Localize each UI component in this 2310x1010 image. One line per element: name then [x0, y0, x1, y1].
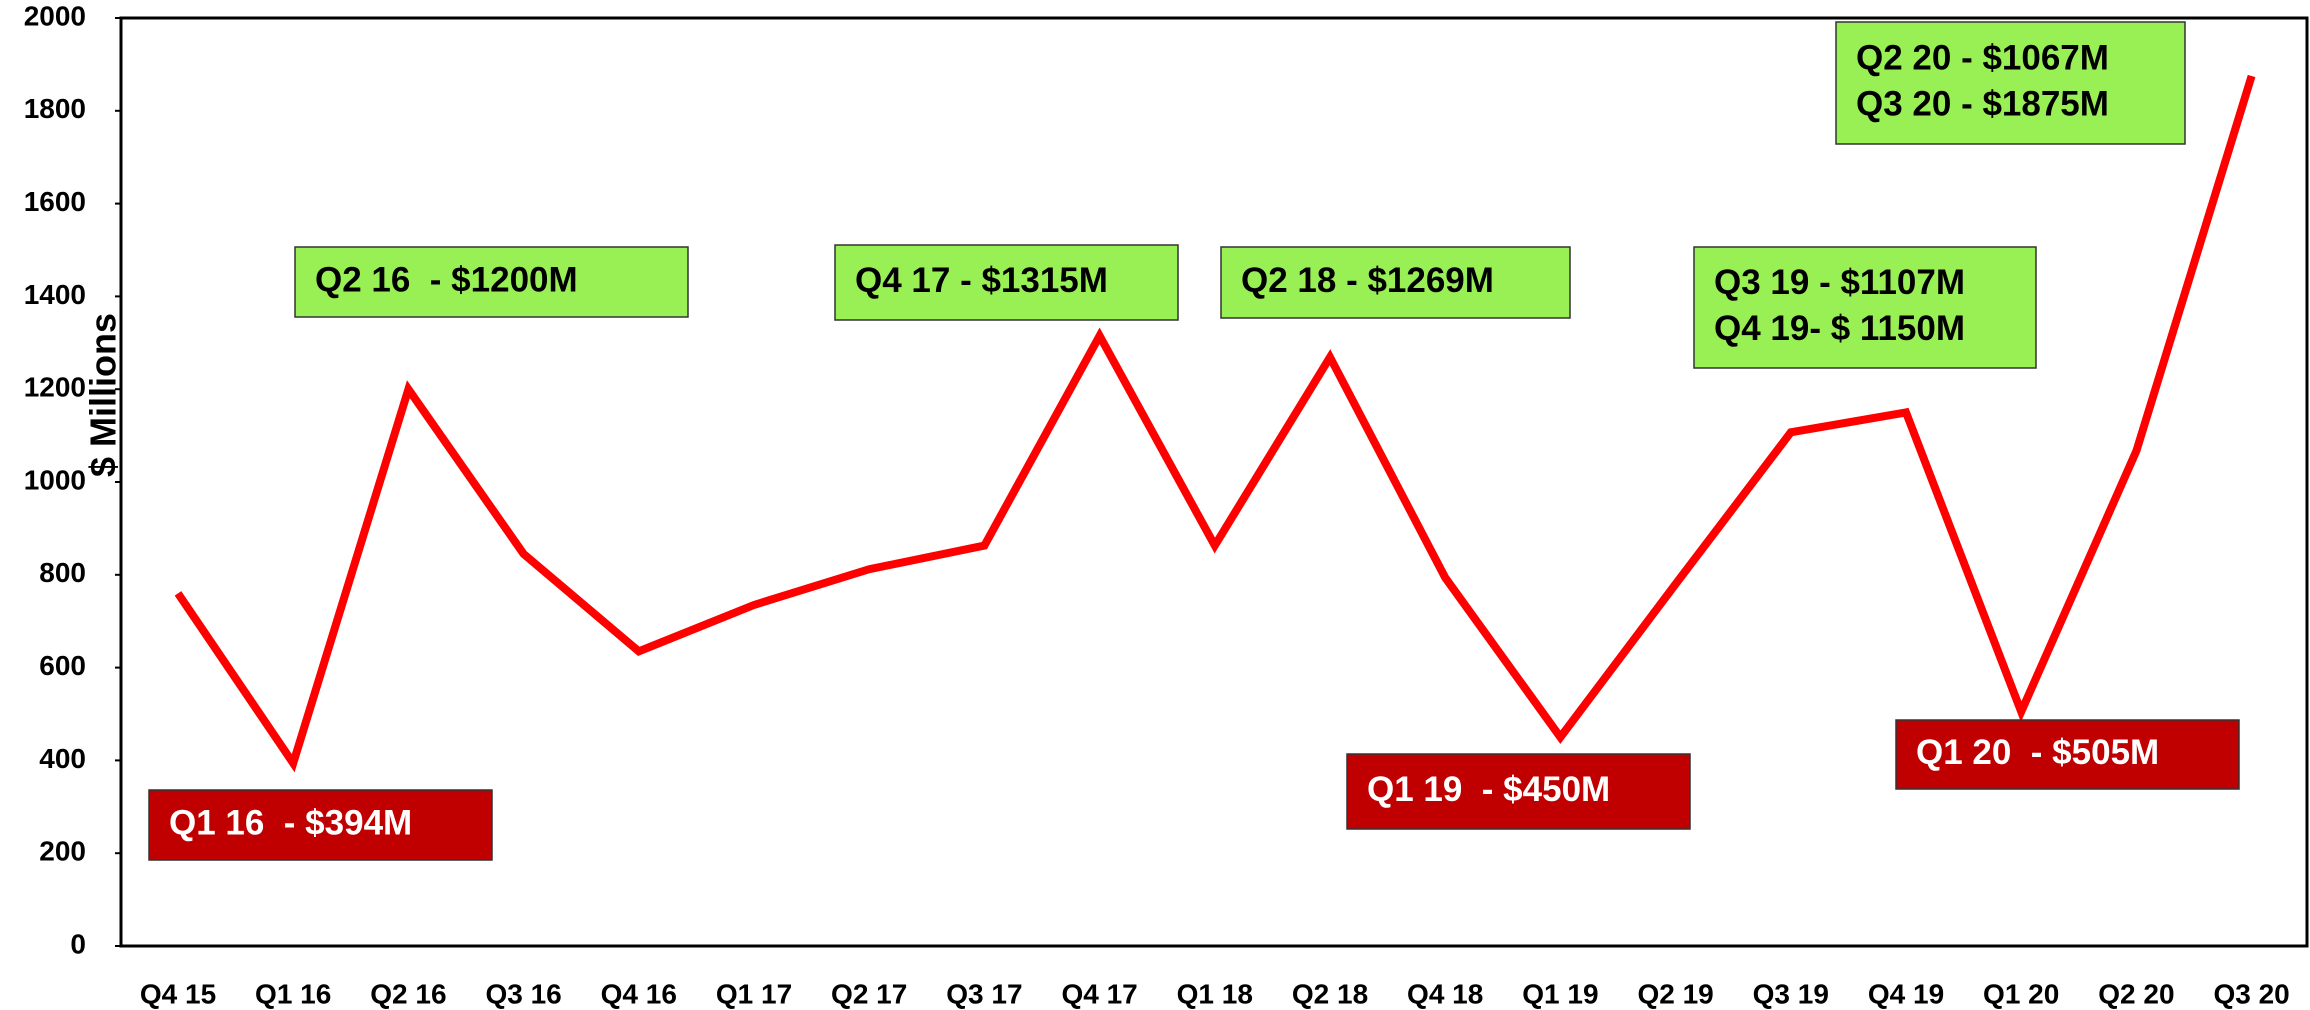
x-tick-label: Q1 16: [255, 978, 331, 1009]
annotation-box: [294, 246, 689, 318]
x-tick-label: Q1 19: [1522, 978, 1598, 1009]
annotation-box: [1835, 21, 2186, 145]
y-tick-label: 400: [39, 743, 86, 774]
y-tick-label: 0: [70, 928, 86, 959]
annotation-text: Q4 17 - $1315M: [855, 261, 1108, 300]
annotation-text: Q1 19 - $450M: [1367, 770, 1610, 809]
x-tick-label: Q1 18: [1177, 978, 1253, 1009]
x-tick-label: Q2 19: [1637, 978, 1713, 1009]
x-tick-label: Q2 20: [2098, 978, 2174, 1009]
x-tick-label: Q4 15: [140, 978, 216, 1009]
y-tick-label: 1600: [24, 186, 86, 217]
annotation-text: Q3 19 - $1107M: [1714, 263, 1965, 302]
y-tick-label: 600: [39, 650, 86, 681]
annotation-text: Q4 19- $ 1150M: [1714, 309, 1965, 348]
y-tick-label: 1800: [24, 93, 86, 124]
annotation-text: Q2 16 - $1200M: [315, 260, 578, 299]
x-tick-label: Q4 17: [1061, 978, 1137, 1009]
x-tick-label: Q1 20: [1983, 978, 2059, 1009]
y-axis-title: $ Millions: [83, 313, 124, 477]
annotation-box: [834, 244, 1179, 321]
annotation-box: [1346, 753, 1691, 830]
x-tick-label: Q4 19: [1868, 978, 1944, 1009]
x-tick-label: Q1 17: [716, 978, 792, 1009]
x-tick-label: Q3 16: [485, 978, 561, 1009]
annotation-text: Q1 20 - $505M: [1916, 733, 2159, 772]
data-line: [174, 74, 2256, 773]
annotation-box: [1693, 246, 2037, 369]
annotation-text: Q3 20 - $1875M: [1856, 84, 2109, 123]
y-tick-label: 800: [39, 557, 86, 588]
x-tick-label: Q3 20: [2213, 978, 2289, 1009]
y-tick-label: 1200: [24, 372, 86, 403]
x-tick-label: Q2 18: [1292, 978, 1368, 1009]
x-tick-label: Q2 17: [831, 978, 907, 1009]
annotation-text: Q2 18 - $1269M: [1241, 261, 1494, 300]
y-tick-label: 1400: [24, 279, 86, 310]
x-tick-label: Q4 16: [601, 978, 677, 1009]
y-tick-label: 200: [39, 836, 86, 867]
x-tick-label: Q3 19: [1753, 978, 1829, 1009]
y-tick-label: 1000: [24, 464, 86, 495]
x-tick-label: Q2 16: [370, 978, 446, 1009]
annotation-text: Q1 16 - $394M: [169, 803, 412, 842]
x-tick-label: Q3 17: [946, 978, 1022, 1009]
x-tick-label: Q4 18: [1407, 978, 1483, 1009]
annotation-box: [148, 789, 493, 861]
annotation-box: [1220, 246, 1571, 319]
annotation-text: Q2 20 - $1067M: [1856, 38, 2109, 77]
y-tick-label: 2000: [24, 0, 86, 31]
annotation-box: [1895, 719, 2240, 790]
